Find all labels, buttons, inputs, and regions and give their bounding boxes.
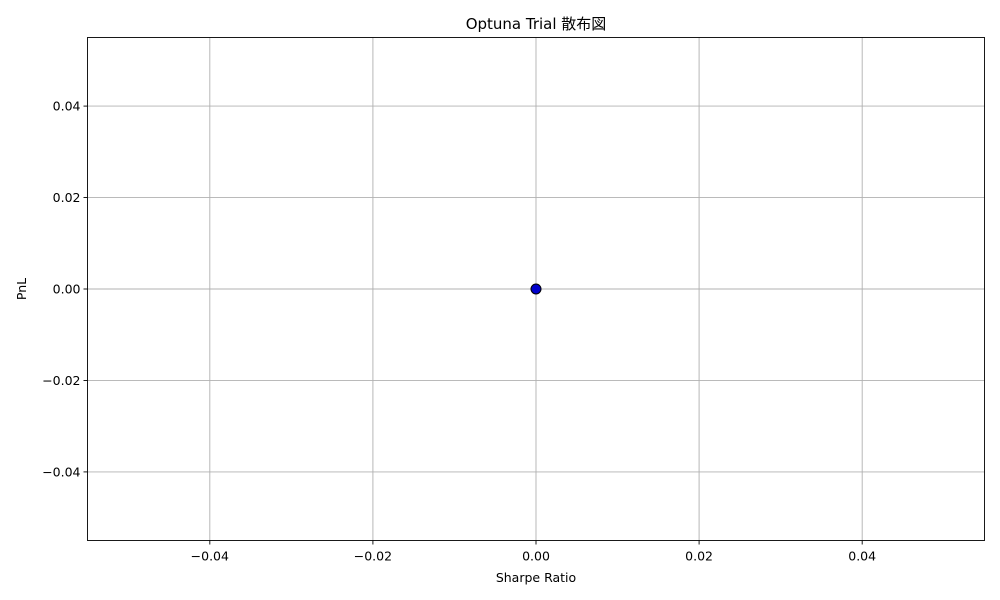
y-tick-label: 0.02 <box>53 190 81 205</box>
scatter-point <box>530 283 542 295</box>
x-tick-label: −0.04 <box>191 549 229 564</box>
y-axis-label: PnL <box>14 278 29 300</box>
x-tick-label: 0.04 <box>848 549 876 564</box>
y-tick-label: −0.04 <box>42 464 80 479</box>
y-axis-ticks: −0.04 −0.02 0.00 0.02 0.04 <box>42 99 88 479</box>
grid <box>87 37 985 541</box>
x-axis-label: Sharpe Ratio <box>496 570 576 585</box>
chart-title: Optuna Trial 散布図 <box>466 15 607 33</box>
x-tick-label: 0.02 <box>685 549 713 564</box>
x-axis-ticks: −0.04 −0.02 0.00 0.02 0.04 <box>191 540 876 564</box>
y-tick-label: 0.00 <box>53 282 81 297</box>
y-tick-label: 0.04 <box>53 99 81 114</box>
data-points <box>530 283 542 295</box>
y-tick-label: −0.02 <box>42 373 80 388</box>
x-tick-label: −0.02 <box>354 549 392 564</box>
x-tick-label: 0.00 <box>522 549 550 564</box>
